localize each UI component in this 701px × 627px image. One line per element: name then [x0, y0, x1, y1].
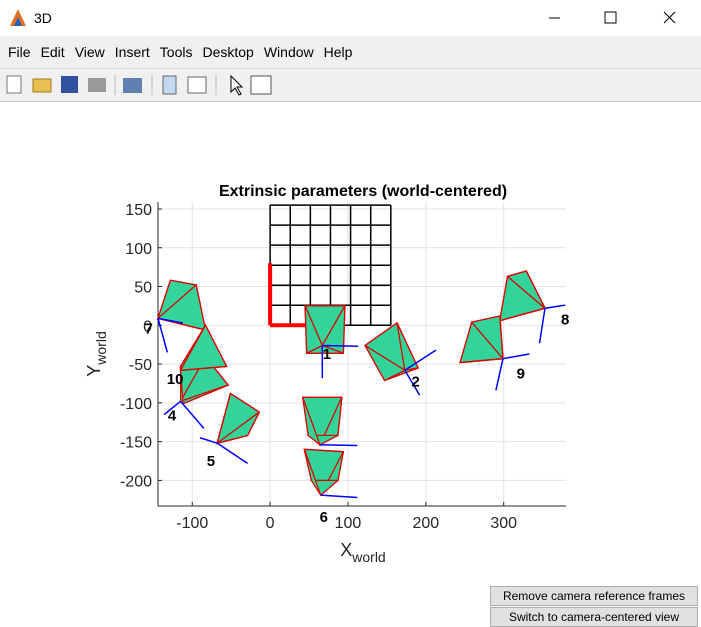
menu-item[interactable]: Help [323, 44, 353, 60]
menu-bar: File Edit View Insert Tools Desktop Window Help [0, 36, 701, 68]
y-axis-label: Yworld [84, 331, 109, 376]
x-tick-label: 0 [266, 515, 275, 532]
camera-label: 4 [168, 407, 177, 424]
y-tick-label: 150 [125, 202, 152, 219]
title-bar: 3D [0, 0, 701, 36]
menu-item[interactable]: Tools [159, 44, 193, 60]
open-icon[interactable] [32, 78, 52, 93]
colorbar-icon[interactable] [162, 75, 177, 95]
camera-label: 10 [167, 371, 184, 388]
menu-item[interactable]: View [74, 44, 105, 60]
chart-title: Extrinsic parameters (world-centered) [219, 183, 507, 200]
camera-axis [544, 304, 566, 309]
toolbar [0, 68, 701, 102]
camera-axis [157, 317, 184, 324]
camera-label: 7 [144, 321, 152, 338]
y-tick-label: 100 [125, 241, 152, 258]
camera-axis [216, 442, 248, 464]
camera-axis [404, 369, 421, 396]
camera-label: 1 [323, 346, 331, 363]
camera-label: 6 [320, 509, 328, 526]
camera-axis [502, 353, 530, 360]
y-axis-label-sub: world [93, 331, 109, 365]
y-tick-label: -150 [120, 435, 152, 452]
x-tick-label: 100 [335, 515, 362, 532]
menu-item[interactable]: Desktop [202, 44, 254, 60]
camera-face [302, 397, 322, 447]
maximize[interactable] [604, 11, 617, 24]
camera-axis [163, 400, 182, 416]
camera-axis [495, 358, 504, 391]
camera-face [304, 305, 324, 355]
camera-face [364, 344, 407, 382]
menu-item[interactable]: Insert [114, 44, 150, 60]
camera-face [525, 270, 546, 309]
new-icon[interactable] [6, 75, 22, 94]
x-axis-label-sub: world [351, 549, 385, 565]
menu-item[interactable]: File [8, 44, 31, 60]
camera-face [303, 449, 322, 496]
camera-label: 5 [207, 453, 215, 470]
x-axis-label: Xworld [340, 540, 385, 565]
y-tick-label: -50 [129, 357, 152, 374]
x-tick-label: 200 [412, 515, 439, 532]
camera-label: 2 [412, 373, 420, 390]
menu-item[interactable]: Edit [40, 44, 65, 60]
x-tick-label: 300 [490, 515, 517, 532]
y-tick-label: 0 [143, 318, 152, 335]
button[interactable]: Switch to camera-centered view [490, 607, 698, 627]
menu-item[interactable]: Window [263, 44, 314, 60]
camera-label: 9 [517, 366, 525, 383]
camera-face [460, 358, 503, 364]
app-icon-part [14, 17, 22, 26]
camera-axis [157, 318, 169, 353]
camera-axis [319, 443, 358, 447]
title-icons [10, 9, 676, 26]
window-title: 3D [34, 10, 52, 26]
button[interactable]: Remove camera reference frames [490, 586, 698, 606]
y-tick-label: 50 [134, 280, 152, 297]
camera-face [216, 393, 231, 444]
link-icon[interactable] [123, 78, 142, 93]
print-icon[interactable] [88, 78, 106, 92]
save-icon[interactable] [61, 76, 78, 93]
property-icon[interactable] [250, 75, 272, 95]
y-tick-label: -100 [120, 396, 152, 413]
figure: Extrinsic parameters (world-centered) -1… [84, 183, 569, 565]
close[interactable] [663, 11, 676, 24]
pointer-icon[interactable] [230, 74, 244, 96]
camera-label: 8 [561, 311, 569, 328]
toolbar-icons [6, 74, 272, 96]
legend-icon[interactable] [187, 76, 207, 94]
camera-face [217, 434, 248, 444]
camera-axis [404, 349, 437, 371]
camera-axis [320, 494, 358, 499]
camera-axis [538, 308, 546, 344]
camera-face [180, 365, 227, 371]
x-axis-label-main: X [340, 540, 352, 560]
camera-axis [180, 400, 205, 429]
camera-axis [322, 344, 359, 347]
camera-face [499, 315, 504, 359]
y-tick-label: -200 [120, 473, 152, 490]
y-axis-label-main: Y [84, 365, 104, 377]
x-tick-label: -100 [176, 515, 208, 532]
camera-axis [199, 437, 218, 444]
